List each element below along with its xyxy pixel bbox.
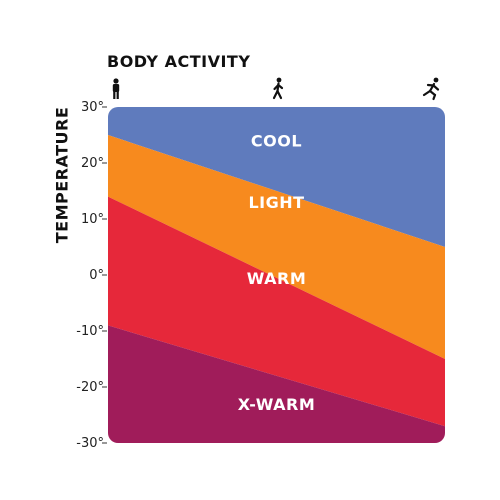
y-tick-label: 30° [81,100,104,115]
y-tick-label: -30° [76,436,104,451]
y-ticks: 30° 20° 10° 0° -10° -20° -30° [76,100,107,451]
zone-label-warm: WARM [247,269,307,288]
y-tick-label: 0° [89,268,104,283]
zone-layer [108,107,445,443]
y-tick-label: 10° [81,212,104,227]
zone-label-x-warm: X-WARM [238,395,316,414]
walking-icon [272,77,284,100]
running-icon [422,77,440,101]
y-tick-label: 20° [81,156,104,171]
standing-icon [112,78,120,99]
zone-label-cool: COOL [251,132,302,151]
y-tick-label: -20° [76,380,104,395]
zone-labels: COOL LIGHT WARM X-WARM [238,132,316,414]
y-tick-label: -10° [76,324,104,339]
x-axis-title: BODY ACTIVITY [107,52,251,71]
zone-cool [108,107,445,247]
zone-label-light: LIGHT [248,193,304,212]
zone-light [108,135,445,359]
zone-warm [108,196,445,427]
zone-x-warm [108,325,445,443]
